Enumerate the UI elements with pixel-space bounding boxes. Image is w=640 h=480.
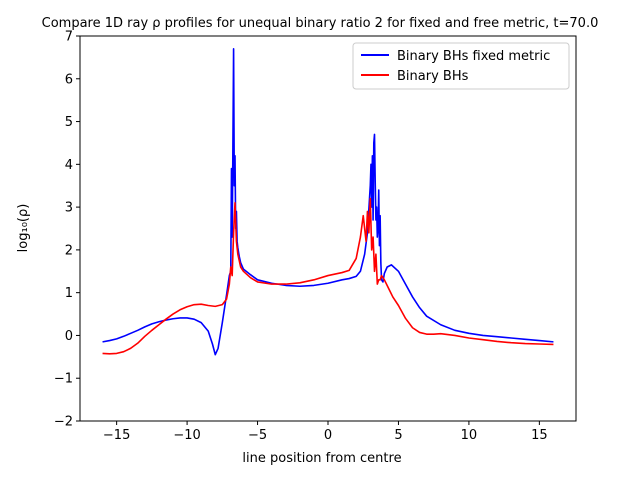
x-tick-label: 10: [461, 428, 478, 443]
y-tick-label: 7: [65, 30, 73, 45]
x-tick-label: −10: [173, 428, 200, 443]
x-axis-ticks: −15 −10 −5 0 5 10 15: [103, 421, 548, 443]
series-layer: [102, 48, 554, 356]
series-line-1: [102, 197, 554, 355]
y-axis-ticks: −2 −1 0 1 2 3 4 5 6 7: [54, 30, 80, 430]
x-axis-label: line position from centre: [242, 451, 401, 466]
y-tick-label: 2: [65, 243, 73, 258]
legend-label-fixed-metric: Binary BHs fixed metric: [397, 49, 550, 64]
y-tick-label: 5: [65, 115, 73, 130]
x-tick-label: 15: [531, 428, 548, 443]
legend: Binary BHs fixed metric Binary BHs: [352, 42, 570, 90]
y-tick-label: 0: [65, 329, 73, 344]
y-tick-label: 3: [65, 201, 73, 216]
chart-title: Compare 1D ray ρ profiles for unequal bi…: [42, 16, 599, 31]
series-line-0: [102, 48, 554, 356]
legend-box: [352, 42, 570, 90]
x-tick-label: −5: [248, 428, 267, 443]
y-tick-label: −2: [54, 415, 73, 430]
y-tick-label: −1: [54, 372, 73, 387]
y-tick-label: 1: [65, 286, 73, 301]
y-tick-label: 6: [65, 72, 73, 87]
y-tick-label: 4: [65, 158, 73, 173]
x-tick-label: −15: [103, 428, 130, 443]
x-tick-label: 0: [324, 428, 332, 443]
legend-label-binary-bhs: Binary BHs: [397, 69, 469, 84]
x-tick-label: 5: [394, 428, 402, 443]
y-axis-label: log₁₀(ρ): [16, 204, 31, 253]
